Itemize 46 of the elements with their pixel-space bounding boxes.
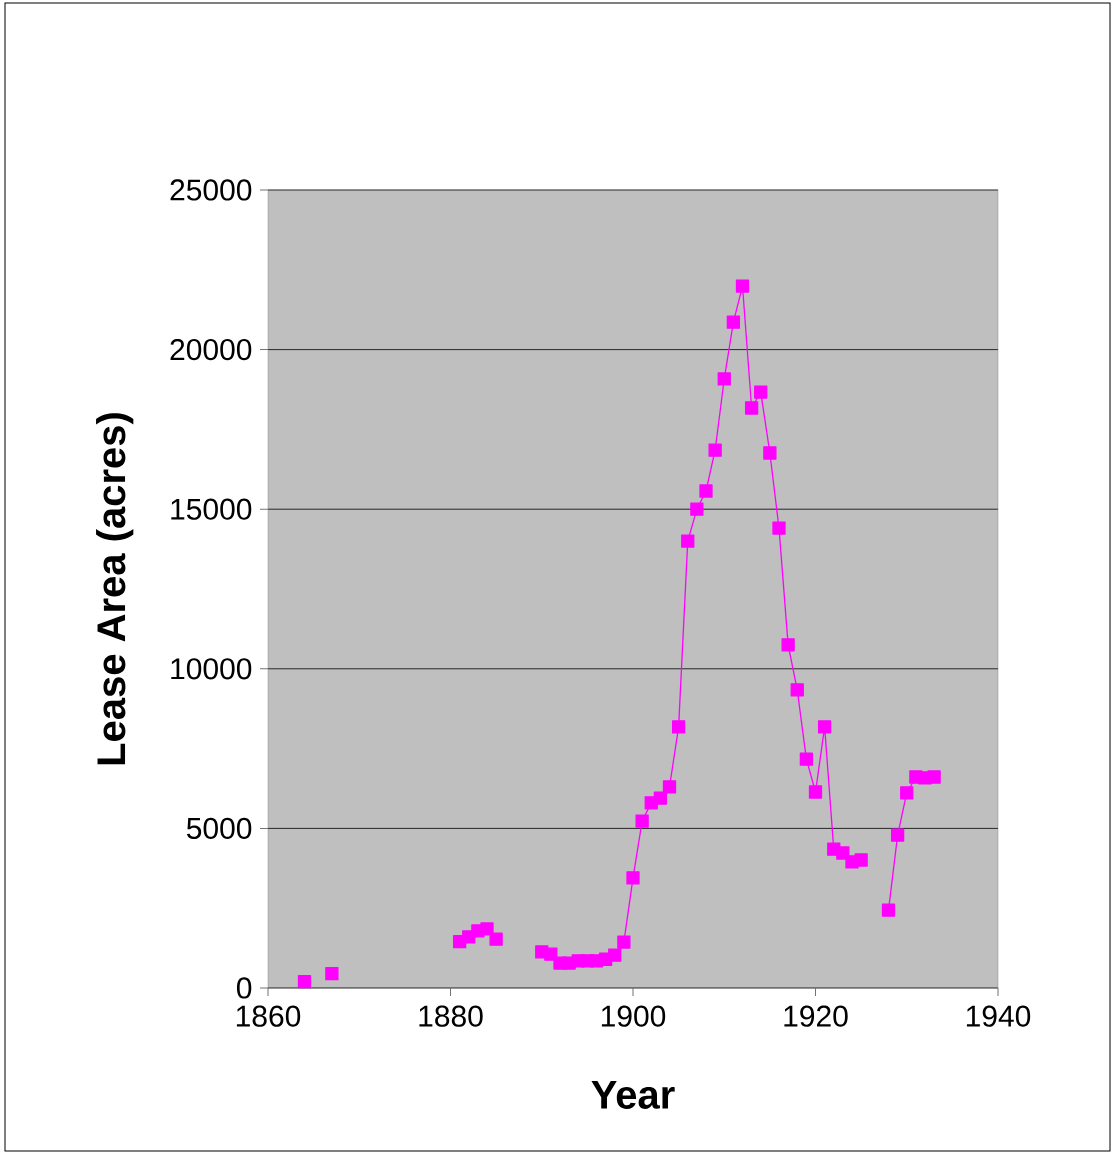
point (608, 948, 622, 962)
x-axis-title: Year (591, 1080, 675, 1109)
point (626, 871, 640, 885)
point (890, 828, 905, 842)
x-tick-label: 1860 (236, 1005, 301, 1027)
point (726, 315, 741, 329)
x-tick-label: 1880 (419, 1005, 483, 1027)
x-tick-label: 1940 (966, 1005, 1031, 1027)
point (690, 502, 704, 516)
point (699, 484, 713, 498)
point (754, 385, 768, 399)
point (881, 903, 896, 917)
point (717, 372, 731, 386)
y-tick-label: 5000 (186, 817, 252, 840)
point (297, 974, 312, 989)
point (900, 786, 914, 800)
point (544, 947, 558, 961)
y-tick-label: 25000 (170, 179, 252, 201)
point (681, 534, 695, 548)
y-tick-label: 15000 (171, 498, 252, 520)
point (735, 279, 750, 293)
point (617, 935, 631, 949)
y-tick-label: 10000 (171, 658, 252, 680)
y-tick-label: 0 (236, 977, 252, 999)
point (635, 814, 649, 828)
y-tick-label: 20000 (170, 338, 252, 361)
y-axis-title: Lease Area (acres) (96, 413, 134, 765)
point (799, 752, 814, 766)
point (817, 720, 832, 734)
point (763, 446, 777, 460)
point (790, 683, 804, 697)
point (708, 443, 722, 457)
point (772, 521, 786, 535)
x-tick-label: 1900 (601, 1005, 666, 1027)
point (927, 770, 941, 784)
point (854, 853, 868, 867)
point (480, 922, 494, 936)
point (744, 401, 759, 415)
x-tick-label: 1920 (784, 1005, 848, 1027)
point (781, 638, 795, 652)
point (489, 932, 503, 946)
point (325, 966, 339, 981)
point (808, 785, 823, 799)
point (671, 720, 686, 734)
point (653, 791, 668, 805)
point (662, 780, 677, 794)
